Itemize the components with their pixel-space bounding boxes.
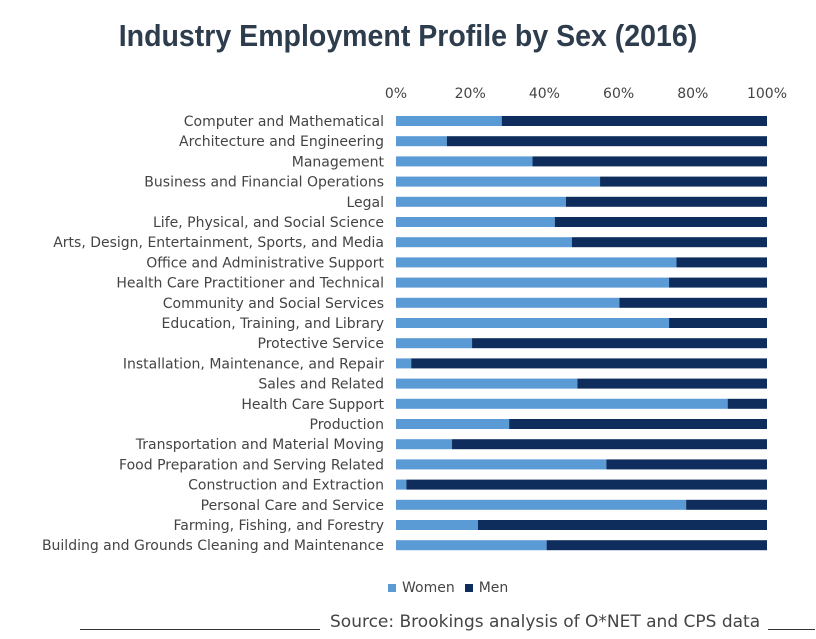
legend-label-women: Women — [402, 580, 455, 596]
bar-women — [396, 459, 607, 470]
bar-women — [396, 237, 572, 248]
source-rule-right — [768, 629, 815, 630]
x-tick-label: 20% — [455, 86, 486, 102]
category-label: Arts, Design, Entertainment, Sports, and… — [53, 235, 384, 251]
legend: Women Men — [388, 580, 518, 596]
bar-women — [396, 540, 547, 551]
bar-men — [446, 136, 767, 147]
bar-women — [396, 479, 407, 490]
category-label: Legal — [346, 195, 384, 211]
category-label: Farming, Fishing, and Forestry — [174, 518, 384, 534]
bar-men — [676, 257, 767, 268]
bar-men — [606, 459, 767, 470]
category-label: Installation, Maintenance, and Repair — [123, 356, 384, 372]
bar-women — [396, 439, 453, 450]
source-rule-left — [80, 629, 320, 630]
x-tick-label: 80% — [677, 86, 708, 102]
bar-men — [619, 297, 767, 308]
bar-men — [546, 540, 767, 551]
bar-women — [396, 318, 670, 328]
x-tick-label: 40% — [529, 86, 560, 102]
bar-men — [477, 520, 767, 530]
bar-women — [396, 116, 502, 126]
category-labels: Computer and Mathematical Architecture an… — [42, 114, 385, 554]
x-tick-label: 0% — [385, 86, 407, 102]
category-label: Construction and Extraction — [188, 478, 384, 494]
x-axis-ticks: 0% 20% 40% 60% 80% 100% — [385, 86, 787, 102]
bar-men — [452, 439, 767, 450]
source-row: Source: Brookings analysis of O*NET and … — [80, 612, 815, 636]
category-label: Health Care Practitioner and Technical — [116, 276, 384, 292]
category-label: Community and Social Services — [163, 296, 384, 312]
legend-swatch-men — [464, 584, 473, 592]
bar-men — [509, 419, 767, 429]
bar-men — [501, 116, 767, 126]
category-label: Transportation and Material Moving — [135, 437, 384, 453]
category-label: Sales and Related — [258, 377, 384, 393]
bar-women — [396, 338, 473, 349]
bar-men — [532, 156, 767, 167]
bar-men — [669, 318, 767, 328]
legend-item-men: Men — [464, 580, 509, 596]
bar-men — [571, 237, 767, 248]
category-label: Business and Financial Operations — [144, 175, 384, 191]
bar-women — [396, 520, 478, 530]
bar-women — [396, 499, 687, 510]
bar-women — [396, 398, 728, 409]
category-label: Office and Administrative Support — [146, 255, 384, 271]
category-label: Personal Care and Service — [201, 498, 384, 514]
bar-men — [411, 358, 767, 369]
legend-swatch-women — [388, 584, 396, 592]
category-label: Building and Grounds Cleaning and Mainte… — [42, 538, 384, 554]
bar-men — [669, 277, 767, 288]
bar-men — [686, 499, 767, 510]
category-label: Computer and Mathematical — [184, 114, 384, 130]
bar-women — [396, 217, 555, 227]
bar-men — [600, 176, 767, 187]
category-label: Food Preparation and Serving Related — [119, 457, 384, 473]
bar-women — [396, 378, 578, 389]
bar-men — [472, 338, 767, 349]
bar-women — [396, 136, 447, 147]
bar-chart: 0% 20% 40% 60% 80% 100% Computer and Mathemat… — [42, 86, 787, 554]
category-label: Health Care Support — [241, 397, 384, 413]
chart-title: Industry Employment Profile by Sex (2016… — [118, 18, 698, 53]
bar-men — [554, 217, 767, 227]
bar-women — [396, 156, 533, 167]
legend-item-women: Women — [388, 580, 455, 596]
bar-men — [577, 378, 767, 389]
bar-women — [396, 196, 566, 207]
bar-women — [396, 297, 620, 308]
bar-men — [565, 196, 767, 207]
bar-men — [406, 479, 767, 490]
category-label: Protective Service — [258, 336, 384, 352]
legend-label-men: Men — [478, 580, 509, 596]
bar-women — [396, 419, 510, 429]
x-tick-label: 100% — [747, 86, 787, 102]
x-tick-label: 60% — [603, 86, 634, 102]
bar-women — [396, 176, 601, 187]
bar-women — [396, 257, 677, 268]
category-label: Management — [292, 154, 385, 170]
source-note: Source: Brookings analysis of O*NET and … — [330, 612, 761, 632]
category-label: Life, Physical, and Social Science — [153, 215, 384, 231]
bar-women — [396, 277, 670, 288]
category-label: Production — [310, 417, 384, 433]
bars — [396, 116, 767, 551]
bar-women — [396, 358, 412, 369]
category-label: Education, Training, and Library — [162, 316, 384, 332]
category-label: Architecture and Engineering — [179, 134, 384, 150]
bar-men — [727, 398, 767, 409]
